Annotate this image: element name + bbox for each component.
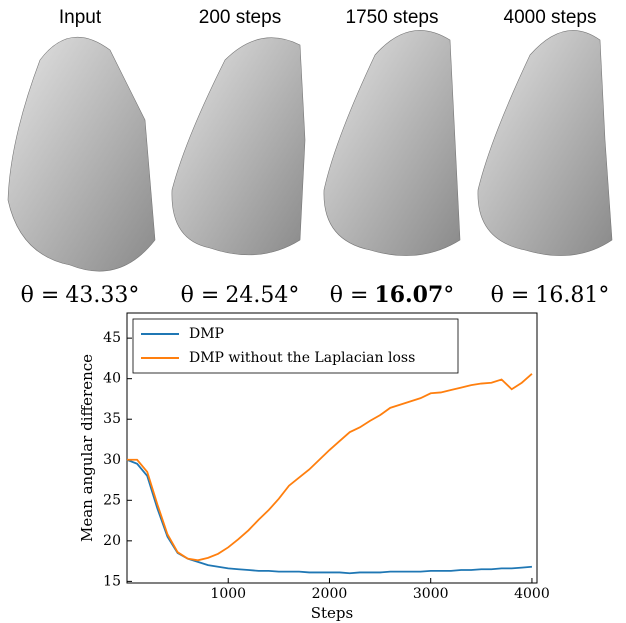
theta-label: θ = 16.07° (330, 282, 455, 308)
legend-label: DMP (189, 326, 224, 342)
theta-label: θ = 24.54° (181, 283, 300, 308)
x-tick-label: 2000 (312, 586, 348, 602)
panel-title: 4000 steps (504, 7, 597, 28)
y-tick-label: 45 (103, 330, 121, 346)
mesh-image (323, 30, 461, 256)
plot-frame (126, 312, 538, 584)
legend-label: DMP without the Laplacian loss (189, 350, 415, 366)
series-line (127, 373, 533, 562)
y-tick-label: 15 (103, 573, 121, 589)
theta-part: ° (128, 283, 139, 308)
x-tick-label: 4000 (514, 586, 550, 602)
meshes (7, 30, 613, 272)
chart: 1000 2000 3000 4000 15 20 25 30 35 40 45 Steps Mean … (78, 312, 550, 622)
theta-part: 16.81 (535, 283, 598, 308)
legend-box (132, 318, 459, 374)
mesh-image (7, 36, 156, 272)
mesh-image (477, 30, 613, 256)
mesh-image (171, 37, 306, 256)
theta-part: θ = (491, 283, 530, 308)
y-tick-label: 40 (103, 371, 121, 387)
y-tick-label: 30 (103, 452, 121, 468)
panel-title: 1750 steps (346, 7, 439, 28)
theta-part: 24.54 (225, 283, 288, 308)
theta-label: θ = 43.33° (21, 283, 140, 308)
y-tick-label: 20 (103, 533, 121, 549)
series-line (126, 458, 533, 575)
y-tick-label: 25 (103, 492, 121, 508)
panel-title: Input (59, 7, 102, 28)
theta-part: ° (443, 283, 454, 308)
theta-part: θ = (181, 283, 220, 308)
x-tick-label: 3000 (413, 586, 449, 602)
theta-part: ° (598, 283, 609, 308)
theta-part: 43.33 (65, 283, 128, 308)
y-tick-label: 35 (103, 411, 121, 427)
panel-title: 200 steps (199, 7, 281, 28)
theta-part: ° (288, 283, 299, 308)
theta-part: 16.07 (374, 282, 443, 308)
theta-part: θ = (21, 283, 60, 308)
x-tick-label: 1000 (210, 586, 246, 602)
theta-part: θ = (330, 283, 369, 308)
y-axis-label: Mean angular difference (78, 354, 96, 542)
x-axis-label: Steps (311, 604, 353, 622)
theta-label: θ = 16.81° (491, 283, 610, 308)
